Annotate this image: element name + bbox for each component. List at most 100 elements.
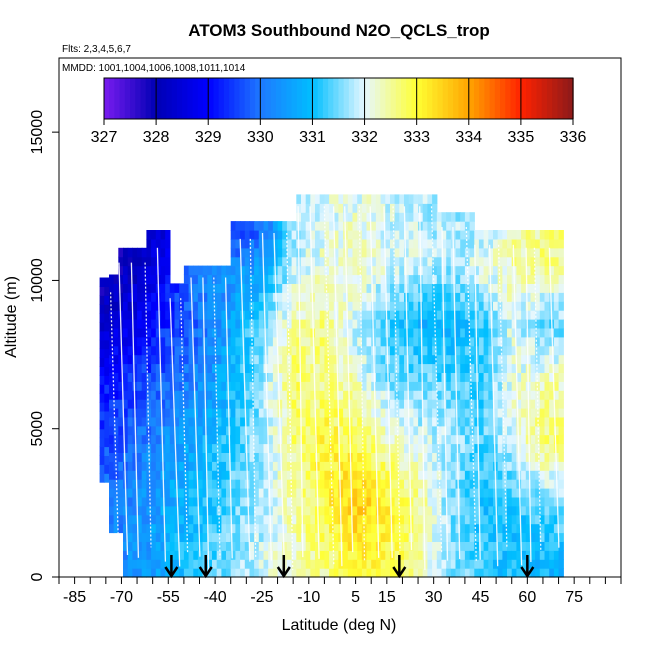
heatmap-cell — [183, 470, 190, 480]
heatmap-cell — [216, 301, 222, 311]
heatmap-cell — [235, 336, 241, 347]
heatmap-cell — [493, 452, 499, 462]
heatmap-cell — [375, 238, 382, 249]
heatmap-cell — [390, 505, 396, 516]
heatmap-cell — [151, 559, 157, 569]
heatmap-cell — [347, 256, 354, 267]
heatmap-cell — [315, 274, 321, 284]
heatmap-cell — [207, 399, 213, 409]
heatmap-cell — [165, 336, 171, 347]
x-tick-label: -70 — [110, 589, 133, 606]
heatmap-cell — [207, 274, 213, 284]
heatmap-cell — [544, 434, 550, 445]
flights-subtitle: Flts: 2,3,4,5,6,7 — [62, 44, 131, 55]
heatmap-cell — [333, 416, 340, 427]
heatmap-cell — [352, 408, 358, 418]
heatmap-cell — [357, 470, 363, 480]
heatmap-cell — [301, 345, 307, 356]
heatmap-cell — [446, 247, 452, 258]
heatmap-cell — [310, 505, 316, 516]
heatmap-cell — [263, 292, 269, 302]
heatmap-cell — [478, 461, 485, 471]
heatmap-cell — [371, 425, 377, 436]
heatmap-cell — [319, 488, 325, 498]
heatmap-cell — [553, 310, 560, 320]
heatmap-cell — [282, 496, 288, 507]
heatmap-cell — [432, 212, 438, 222]
heatmap-cell — [174, 541, 180, 551]
heatmap-cell — [207, 363, 213, 373]
heatmap-cell — [179, 336, 185, 347]
heatmap-cell — [221, 283, 227, 293]
heatmap-cell — [319, 399, 325, 409]
heatmap-cell — [427, 354, 433, 365]
heatmap-cell — [474, 301, 480, 311]
heatmap-cell — [460, 221, 466, 231]
colorbar-segment — [354, 78, 360, 119]
heatmap-cell — [413, 203, 419, 213]
colorbar-segment — [546, 78, 553, 119]
heatmap-cell — [521, 256, 527, 267]
colorbar-segment — [526, 78, 532, 119]
heatmap-cell — [268, 247, 274, 258]
heatmap-cell — [385, 559, 391, 569]
heatmap-cell — [549, 354, 555, 365]
heatmap-cell — [558, 310, 564, 320]
heatmap-cell — [315, 336, 321, 347]
heatmap-cell — [315, 230, 321, 240]
x-tick-label: 45 — [472, 589, 490, 606]
heatmap-cell — [235, 559, 241, 569]
heatmap-cell — [324, 479, 330, 489]
heatmap-cell — [427, 372, 433, 382]
heatmap-cell — [338, 212, 344, 222]
heatmap-cell — [258, 327, 265, 338]
heatmap-cell — [511, 425, 517, 436]
heatmap-cell — [127, 310, 133, 320]
heatmap-cell — [272, 416, 279, 427]
heatmap-cell — [549, 488, 555, 498]
heatmap-cell — [249, 256, 255, 267]
heatmap-cell — [221, 523, 227, 534]
heatmap-cell — [338, 425, 344, 436]
heatmap-cell — [427, 319, 433, 329]
heatmap-cell — [390, 212, 396, 222]
heatmap-cell — [338, 381, 344, 391]
heatmap-cell — [282, 319, 288, 329]
heatmap-cell — [375, 496, 382, 507]
heatmap-cell — [109, 496, 115, 507]
heatmap-cell — [301, 274, 307, 284]
heatmap-cell — [244, 568, 251, 578]
heatmap-cell — [474, 238, 480, 249]
heatmap-cell — [455, 550, 461, 560]
heatmap-cell — [394, 488, 400, 498]
heatmap-cell — [347, 265, 354, 276]
heatmap-cell — [333, 194, 340, 204]
heatmap-cell — [99, 384, 105, 394]
heatmap-cell — [258, 425, 265, 436]
heatmap-cell — [404, 203, 410, 213]
heatmap-cell — [375, 212, 382, 222]
flight-track — [213, 277, 221, 558]
heatmap-cell — [460, 247, 466, 258]
heatmap-cell — [301, 399, 307, 409]
heatmap-cell — [291, 399, 297, 409]
heatmap-cell — [418, 496, 424, 507]
heatmap-cell — [329, 345, 335, 356]
heatmap-cell — [497, 327, 503, 338]
heatmap-cell — [371, 523, 377, 534]
heatmap-cell — [549, 265, 555, 276]
heatmap-cell — [188, 354, 194, 365]
heatmap-cell — [352, 354, 358, 365]
heatmap-cell — [418, 194, 424, 204]
heatmap-cell — [282, 541, 288, 551]
heatmap-cell — [544, 292, 550, 302]
heatmap-cell — [155, 425, 162, 436]
heatmap-cell — [151, 568, 157, 578]
heatmap-cell — [483, 381, 489, 391]
heatmap-cell — [183, 399, 190, 409]
heatmap-cell — [432, 416, 438, 427]
heatmap-cell — [296, 363, 302, 373]
heatmap-cell — [366, 479, 372, 489]
heatmap-cell — [146, 505, 152, 516]
colorbar-segment — [286, 78, 293, 119]
